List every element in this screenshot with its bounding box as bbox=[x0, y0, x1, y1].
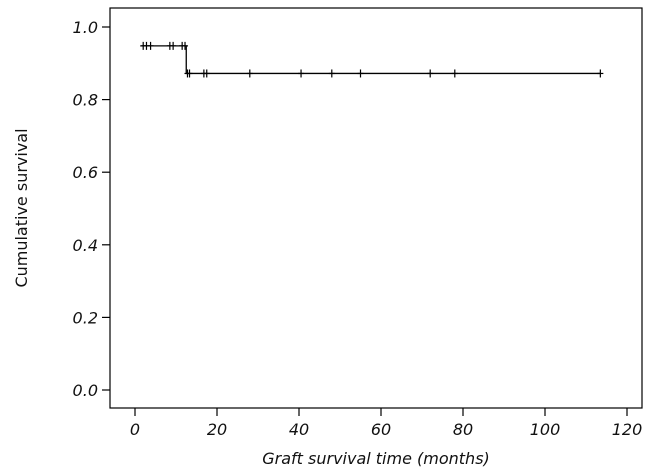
plot-area: 0.0 0.2 0.4 0.6 0.8 1.0 0 20 40 60 80 100 120 Graft s… bbox=[12, 7, 643, 468]
censor-mark bbox=[203, 69, 210, 78]
y-tick-label: 0.2 bbox=[73, 308, 98, 327]
censor-mark bbox=[298, 69, 305, 78]
x-tick-label: 120 bbox=[612, 420, 643, 439]
censor-mark bbox=[182, 41, 189, 50]
x-tick-label: 0 bbox=[130, 420, 140, 439]
x-axis-title: Graft survival time (months) bbox=[262, 449, 490, 468]
censor-mark bbox=[427, 69, 434, 78]
y-tick-label: 0.6 bbox=[73, 163, 98, 182]
y-tick-label: 0.0 bbox=[73, 381, 98, 400]
censor-mark bbox=[328, 69, 335, 78]
x-tick-label: 80 bbox=[453, 420, 473, 439]
censor-mark bbox=[246, 69, 253, 78]
x-tick-label: 20 bbox=[207, 420, 227, 439]
plot-frame bbox=[109, 7, 643, 409]
censor-mark bbox=[186, 69, 193, 78]
censor-mark bbox=[170, 41, 177, 50]
x-tick-label: 60 bbox=[371, 420, 391, 439]
censor-mark bbox=[451, 69, 458, 78]
y-tick-label: 0.4 bbox=[73, 236, 98, 255]
censor-mark bbox=[147, 41, 154, 50]
y-axis-title: Cumulative survival bbox=[12, 128, 31, 287]
x-tick-label: 100 bbox=[530, 420, 561, 439]
y-tick-label: 0.8 bbox=[73, 91, 98, 110]
censor-mark bbox=[357, 69, 364, 78]
survival-curve bbox=[141, 45, 601, 75]
y-tick-label: 1.0 bbox=[73, 18, 98, 37]
censor-mark bbox=[597, 69, 604, 78]
x-tick-label: 40 bbox=[289, 420, 309, 439]
